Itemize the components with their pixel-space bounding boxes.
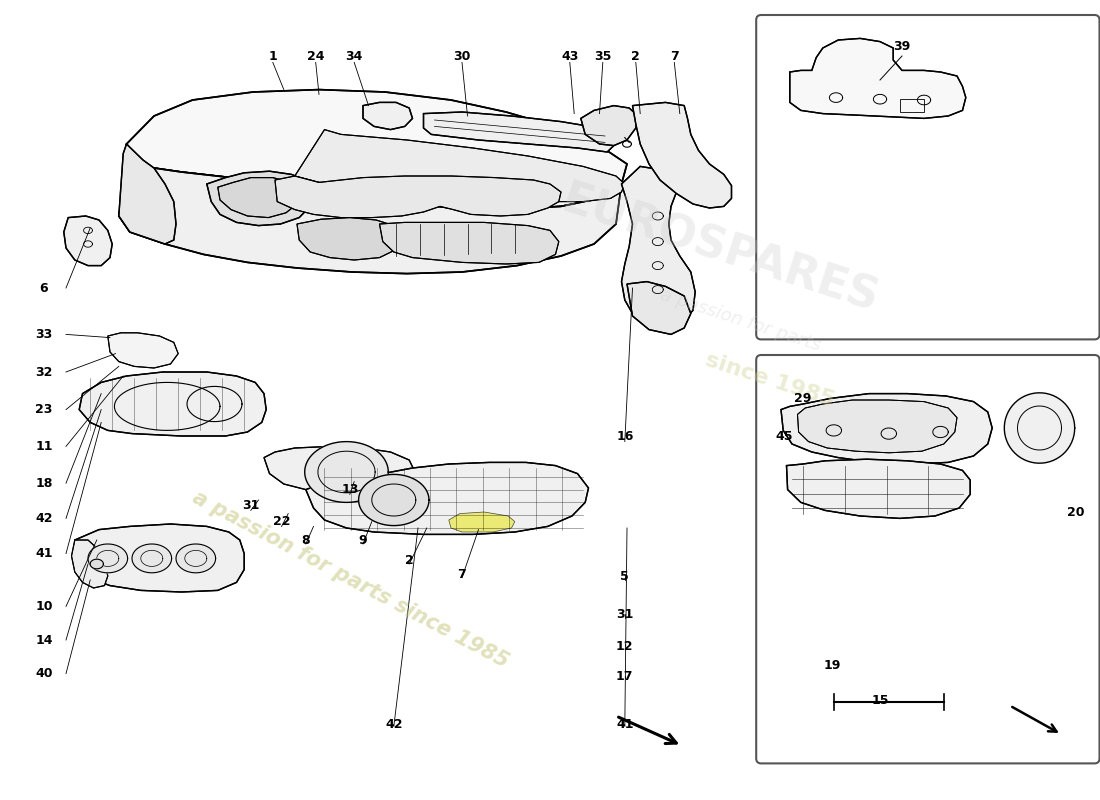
Text: 42: 42 <box>385 718 403 730</box>
Text: 24: 24 <box>307 50 324 62</box>
Text: 34: 34 <box>345 50 363 62</box>
Polygon shape <box>176 544 216 573</box>
Polygon shape <box>79 372 266 436</box>
Polygon shape <box>72 540 108 588</box>
Polygon shape <box>781 394 992 464</box>
Text: since 1985: since 1985 <box>703 350 837 410</box>
Text: 45: 45 <box>776 430 793 442</box>
Text: 8: 8 <box>301 534 310 546</box>
Polygon shape <box>363 102 412 130</box>
Text: a passion for parts since 1985: a passion for parts since 1985 <box>188 488 512 672</box>
Text: 13: 13 <box>341 483 359 496</box>
Polygon shape <box>119 144 621 274</box>
Text: 17: 17 <box>616 670 634 682</box>
Polygon shape <box>632 102 732 208</box>
Polygon shape <box>1004 393 1075 463</box>
Polygon shape <box>295 130 625 202</box>
Polygon shape <box>132 544 172 573</box>
Polygon shape <box>297 218 402 260</box>
Text: 35: 35 <box>594 50 612 62</box>
Polygon shape <box>88 544 128 573</box>
Text: 5: 5 <box>620 570 629 582</box>
Text: 33: 33 <box>35 328 53 341</box>
Polygon shape <box>379 222 559 264</box>
Polygon shape <box>346 171 440 211</box>
Text: 9: 9 <box>359 534 367 546</box>
Polygon shape <box>790 38 966 118</box>
Text: a passion for parts: a passion for parts <box>658 286 823 354</box>
Text: 16: 16 <box>616 430 634 442</box>
Polygon shape <box>119 144 176 244</box>
Text: EUROSPARES: EUROSPARES <box>556 178 884 322</box>
Text: 32: 32 <box>35 366 53 378</box>
Text: 22: 22 <box>273 515 290 528</box>
Text: 19: 19 <box>824 659 842 672</box>
Polygon shape <box>108 333 178 368</box>
Polygon shape <box>621 166 695 326</box>
Polygon shape <box>275 176 561 218</box>
Text: 7: 7 <box>670 50 679 62</box>
Text: 42: 42 <box>35 512 53 525</box>
Polygon shape <box>218 178 299 218</box>
Polygon shape <box>305 442 388 502</box>
Text: 40: 40 <box>35 667 53 680</box>
Text: 31: 31 <box>616 608 634 621</box>
Text: 39: 39 <box>893 40 911 53</box>
Polygon shape <box>798 400 957 453</box>
Text: 2: 2 <box>631 50 640 62</box>
Polygon shape <box>75 524 244 592</box>
Text: 20: 20 <box>1067 506 1085 518</box>
Text: 29: 29 <box>794 392 812 405</box>
Text: 30: 30 <box>453 50 471 62</box>
Polygon shape <box>449 512 515 532</box>
Polygon shape <box>126 90 627 210</box>
Text: 6: 6 <box>40 282 48 294</box>
Text: 11: 11 <box>35 440 53 453</box>
Text: 14: 14 <box>35 634 53 646</box>
Text: 1: 1 <box>268 50 277 62</box>
Text: 23: 23 <box>35 403 53 416</box>
Text: 2: 2 <box>405 554 414 566</box>
Text: 7: 7 <box>458 568 466 581</box>
Text: 15: 15 <box>871 694 889 706</box>
Bar <box>900 99 924 112</box>
Text: 41: 41 <box>616 718 634 730</box>
Text: 41: 41 <box>35 547 53 560</box>
Polygon shape <box>64 216 112 266</box>
Polygon shape <box>424 112 614 152</box>
Polygon shape <box>359 474 429 526</box>
Polygon shape <box>786 459 970 518</box>
Polygon shape <box>306 462 588 534</box>
Text: 10: 10 <box>35 600 53 613</box>
Text: 18: 18 <box>35 477 53 490</box>
Polygon shape <box>264 446 416 496</box>
Text: 31: 31 <box>242 499 260 512</box>
Polygon shape <box>581 106 638 146</box>
Polygon shape <box>90 559 103 569</box>
Polygon shape <box>207 171 314 226</box>
Text: 12: 12 <box>616 640 634 653</box>
Text: 43: 43 <box>561 50 579 62</box>
Polygon shape <box>627 282 691 334</box>
